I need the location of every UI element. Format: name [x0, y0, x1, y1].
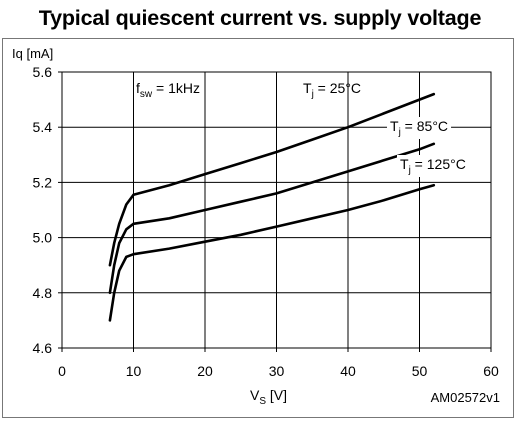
- axis-ticks: 0 10 20 30 40 50 60 4.6 4.8 5.0 5.2 5.4 5.6: [33, 64, 499, 379]
- x-axis-label: VS [V]: [250, 387, 287, 407]
- y-axis-label: Iq [mA]: [12, 46, 53, 61]
- series-line-85c: [108, 142, 436, 295]
- y-tick-label: 4.8: [33, 285, 53, 301]
- series-line-25c: [108, 92, 436, 267]
- y-tick-label: 5.0: [33, 230, 53, 246]
- y-tick-label: 5.2: [33, 174, 53, 190]
- series-label-85c: Tj = 85°C: [390, 118, 448, 138]
- x-tick-label: 40: [340, 363, 356, 379]
- figure-code: AM02572v1: [431, 390, 500, 405]
- x-tick-label: 20: [197, 363, 213, 379]
- x-tick-label: 30: [269, 363, 285, 379]
- chart-title: Typical quiescent current vs. supply vol…: [38, 6, 482, 30]
- series-label-background: [397, 155, 469, 177]
- series-line-125c: [108, 183, 436, 322]
- labels: Iq [mA] VS [V] AM02572v1 fsw = 1kHz Tj = 25°…: [12, 46, 500, 407]
- condition-label: fsw = 1kHz: [136, 80, 200, 100]
- y-tick-label: 5.6: [33, 64, 53, 80]
- series-label-125c: Tj = 125°C: [400, 156, 466, 176]
- x-tick-label: 50: [412, 363, 428, 379]
- y-tick-label: 5.4: [33, 119, 53, 135]
- y-tick-label: 4.6: [33, 340, 53, 356]
- x-tick-label: 60: [483, 363, 499, 379]
- chart-frame: [2, 38, 514, 418]
- series-label-background: [387, 117, 452, 139]
- x-tick-label: 10: [126, 363, 142, 379]
- grid: [62, 72, 491, 348]
- x-tick-label: 0: [58, 363, 66, 379]
- series-label-25c: Tj = 25°C: [303, 80, 361, 100]
- series-lines: [108, 92, 436, 322]
